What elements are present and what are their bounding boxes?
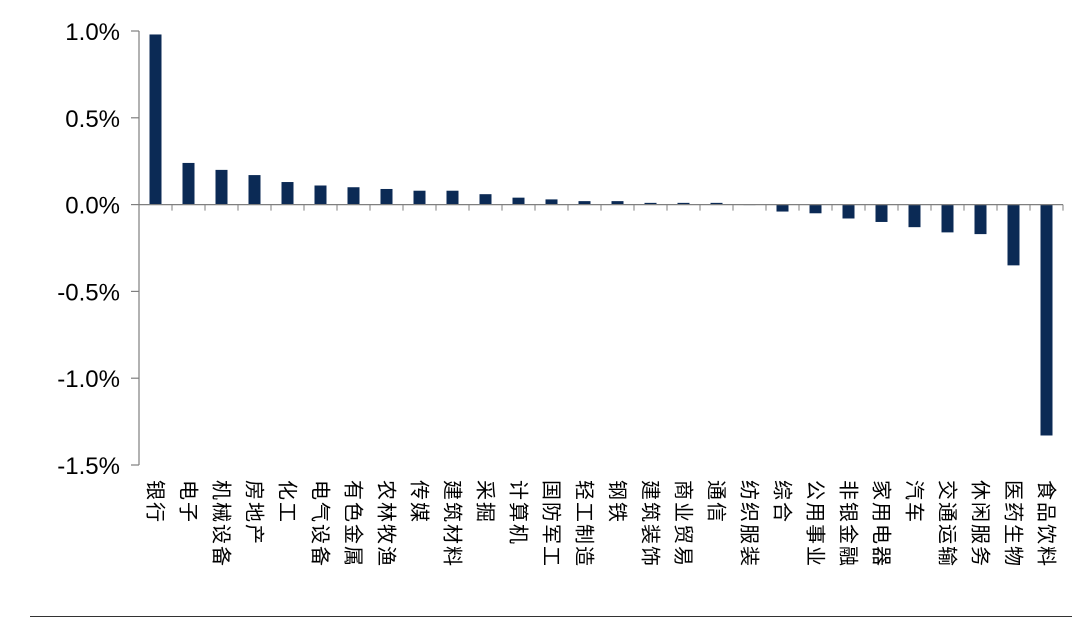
bar xyxy=(182,162,195,205)
bar xyxy=(875,204,888,222)
y-tick-label: -1.5% xyxy=(57,453,120,480)
bar xyxy=(380,188,393,205)
bar xyxy=(974,204,987,235)
bottom-divider xyxy=(30,616,1072,617)
x-tick-label: 计算机 xyxy=(507,480,531,546)
x-tick-label: 建筑材料 xyxy=(441,480,465,568)
x-tick-label: 食品饮料 xyxy=(1035,480,1059,568)
x-tick-label: 电子 xyxy=(177,480,201,524)
x-tick-label: 房地产 xyxy=(243,480,267,546)
x-tick-label: 有色金属 xyxy=(342,480,366,568)
y-tick-label: -1.0% xyxy=(57,366,120,393)
x-tick-label: 非银金融 xyxy=(837,480,861,568)
x-tick-label: 银行 xyxy=(144,480,168,524)
y-tick-label: -0.5% xyxy=(57,279,120,306)
bar xyxy=(677,202,690,205)
bar xyxy=(941,204,954,233)
bar xyxy=(908,204,921,228)
x-tick-label: 机械设备 xyxy=(210,480,234,568)
x-tick-label: 汽车 xyxy=(903,480,927,524)
x-tick-label: 交通运输 xyxy=(936,480,960,568)
bar xyxy=(248,175,261,205)
bar xyxy=(776,204,789,212)
bar xyxy=(842,204,855,219)
x-tick-label: 钢铁 xyxy=(606,480,630,524)
x-tick-label: 农林牧渔 xyxy=(375,480,399,568)
bar xyxy=(1040,204,1053,436)
bar xyxy=(479,194,492,205)
x-tick-label: 电气设备 xyxy=(309,480,333,568)
x-tick-label: 传媒 xyxy=(408,480,432,524)
x-tick-label: 公用事业 xyxy=(804,480,828,568)
bar xyxy=(611,201,624,205)
x-tick-label: 医药生物 xyxy=(1002,480,1026,568)
x-axis-labels: 银行 电子 机械设备 房地产 化工 电气设备 有色金属 农林牧渔 传媒 建筑材料 采掘 计算机 国防军工… xyxy=(144,480,1059,568)
x-tick-label: 通信 xyxy=(705,480,729,524)
bar xyxy=(314,185,327,205)
y-tick-label: 0.5% xyxy=(65,106,120,133)
bar xyxy=(149,34,162,205)
x-tick-label: 国防军工 xyxy=(540,480,564,568)
x-tick-label: 家用电器 xyxy=(870,480,894,568)
y-tick-label: 1.0% xyxy=(65,19,120,46)
x-tick-label: 采掘 xyxy=(474,480,498,524)
x-tick-label: 休闲服务 xyxy=(969,480,993,568)
x-tick-label: 建筑装饰 xyxy=(639,480,663,568)
x-axis xyxy=(139,204,1064,211)
x-tick-label: 综合 xyxy=(771,480,795,524)
bars xyxy=(149,34,1053,436)
y-axis: 1.0% 0.5% 0.0% -0.5% -1.0% -1.5% xyxy=(57,19,140,480)
x-tick-label: 纺织服装 xyxy=(738,480,762,568)
bar xyxy=(644,202,657,205)
bar xyxy=(545,199,558,205)
bar xyxy=(512,197,525,205)
bar xyxy=(281,182,294,205)
y-tick-label: 0.0% xyxy=(65,193,120,220)
bar xyxy=(578,201,591,205)
bar xyxy=(809,204,822,214)
bar xyxy=(215,169,228,205)
x-tick-label: 轻工制造 xyxy=(573,480,597,568)
x-tick-label: 商业贸易 xyxy=(672,480,696,568)
bar xyxy=(413,190,426,205)
bar xyxy=(446,190,459,205)
x-tick-label: 化工 xyxy=(276,480,300,524)
bar xyxy=(710,202,723,205)
bar xyxy=(347,187,360,205)
bar xyxy=(1007,204,1020,266)
